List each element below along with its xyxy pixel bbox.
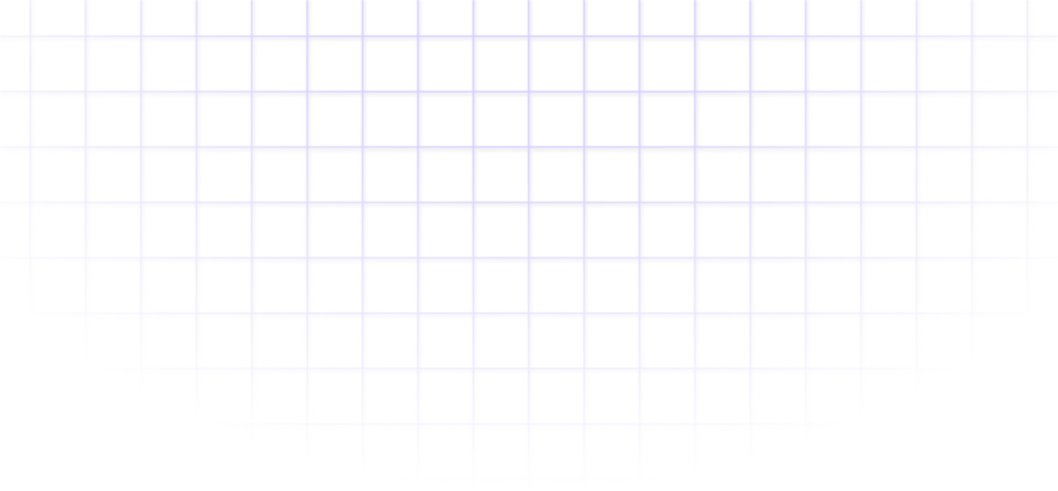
grid-background xyxy=(0,0,1058,491)
